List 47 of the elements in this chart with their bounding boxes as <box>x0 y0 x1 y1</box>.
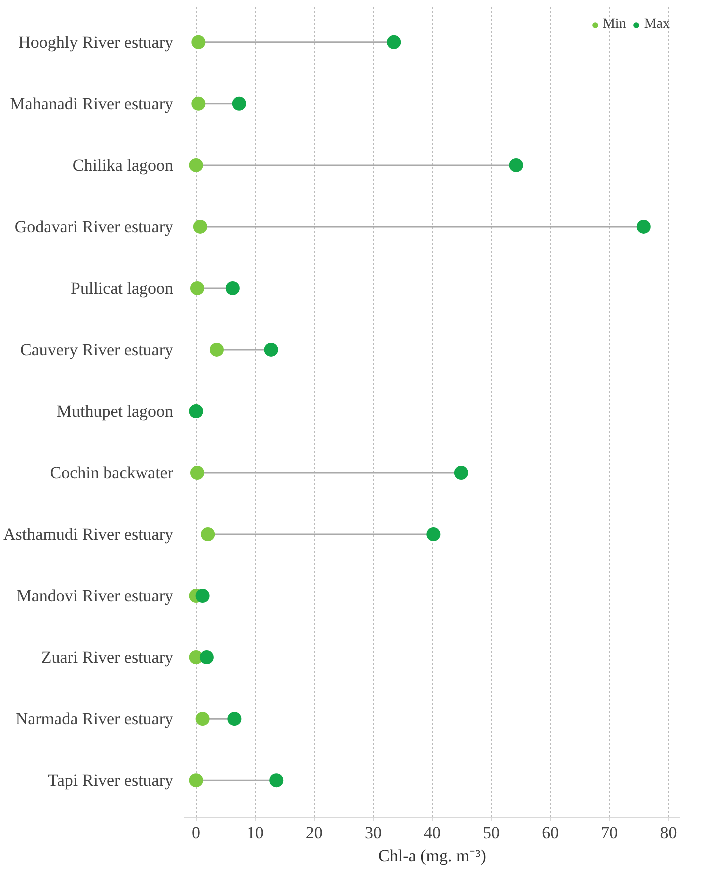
x-tick-label: 60 <box>542 824 560 842</box>
x-tick-label: 10 <box>246 824 264 842</box>
point <box>226 281 240 296</box>
y-tick-label: Hooghly River estuary <box>18 32 174 52</box>
legend-label: Min <box>602 17 626 33</box>
x-tick-label: 70 <box>601 824 618 842</box>
point <box>189 774 204 788</box>
y-tick-label: Asthamudi River estuary <box>4 525 174 544</box>
y-tick-label: Godavari River estuary <box>14 217 174 236</box>
point <box>196 589 210 604</box>
y-tick-label: Cochin backwater <box>50 464 174 483</box>
point <box>509 158 524 172</box>
point <box>387 35 402 50</box>
y-tick-label: Pullicat lagoon <box>71 278 174 298</box>
point <box>196 712 210 726</box>
point <box>201 528 216 542</box>
point <box>189 158 204 172</box>
point <box>200 650 214 665</box>
x-tick-label: 80 <box>660 824 678 842</box>
point <box>210 343 224 357</box>
point <box>192 35 206 50</box>
x-tick-label: 20 <box>306 824 323 842</box>
x-tick-label: 40 <box>424 824 441 842</box>
point <box>232 96 246 111</box>
point <box>270 774 284 788</box>
point <box>264 343 278 357</box>
point <box>190 281 204 296</box>
point <box>454 466 468 480</box>
y-tick-label: Narmada River estuary <box>16 710 174 729</box>
y-tick-label: Mahanadi River estuary <box>10 94 174 114</box>
y-tick-label: Cauvery River estuary <box>20 340 174 360</box>
x-tick-label: 0 <box>192 824 201 842</box>
x-tick-label: 30 <box>364 824 382 842</box>
x-axis-title: Chl-a (mg. m⁻³) <box>378 846 486 866</box>
point <box>192 96 206 111</box>
x-tick-label: 50 <box>483 824 500 842</box>
point <box>190 466 204 480</box>
y-tick-label: Mandovi River estuary <box>16 586 174 606</box>
y-tick-label: Muthupet lagoon <box>56 402 174 421</box>
point <box>636 220 651 234</box>
y-tick-label: Zuari River estuary <box>41 648 174 668</box>
y-tick-label: Chilika lagoon <box>72 156 174 175</box>
legend-label: Max <box>644 17 670 33</box>
y-tick-label: Tapi River estuary <box>48 771 174 790</box>
point <box>193 220 208 234</box>
point <box>228 712 242 726</box>
point <box>426 528 441 542</box>
